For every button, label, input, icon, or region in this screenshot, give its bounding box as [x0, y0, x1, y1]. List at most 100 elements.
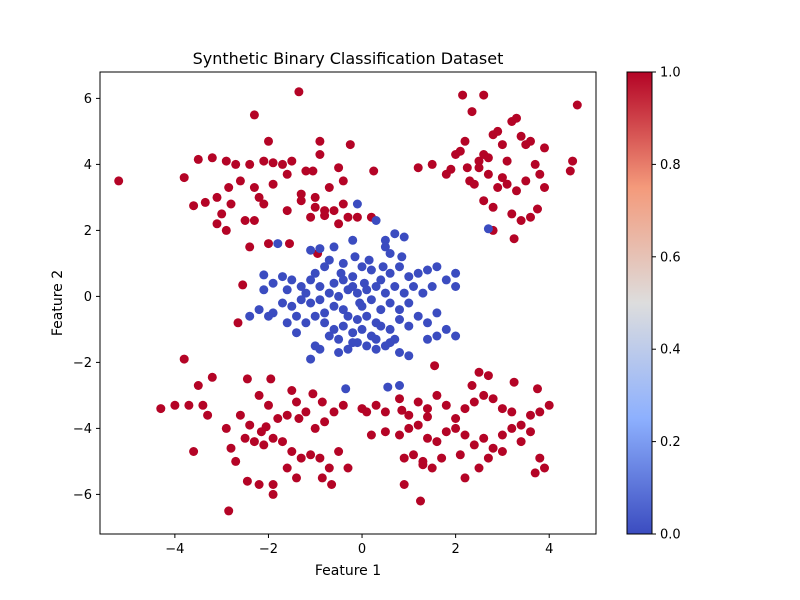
point-class-1	[516, 131, 526, 141]
point-class-0	[292, 311, 301, 321]
point-class-1	[235, 176, 245, 186]
point-class-1	[254, 480, 264, 489]
point-class-1	[224, 506, 234, 516]
point-class-1	[418, 456, 428, 466]
point-class-1	[296, 453, 306, 463]
point-class-0	[287, 301, 297, 311]
point-class-1	[458, 90, 468, 100]
point-class-1	[245, 242, 255, 252]
point-class-1	[502, 156, 512, 166]
point-class-1	[455, 146, 465, 156]
point-class-1	[399, 453, 409, 463]
point-class-1	[334, 219, 344, 229]
point-class-1	[474, 367, 484, 377]
point-class-1	[502, 179, 512, 189]
point-class-1	[479, 390, 489, 400]
point-class-1	[327, 480, 337, 489]
point-class-0	[404, 351, 414, 361]
point-class-1	[512, 186, 521, 196]
point-class-1	[231, 159, 241, 169]
point-class-1	[530, 468, 540, 478]
point-class-0	[395, 262, 404, 272]
point-class-0	[334, 348, 344, 357]
point-class-1	[462, 163, 472, 173]
point-class-0	[404, 321, 414, 331]
point-class-0	[357, 262, 367, 272]
point-class-1	[292, 397, 301, 407]
point-class-0	[315, 344, 325, 354]
point-class-1	[497, 430, 507, 440]
point-class-1	[521, 176, 531, 186]
y-tick-label: −4	[73, 422, 92, 437]
point-class-0	[259, 270, 269, 280]
point-class-1	[240, 433, 250, 443]
point-class-0	[418, 288, 428, 298]
point-class-0	[423, 334, 432, 344]
point-class-1	[460, 136, 470, 146]
point-class-0	[371, 282, 381, 291]
point-class-1	[540, 143, 549, 153]
point-class-0	[306, 298, 316, 308]
point-class-1	[544, 400, 554, 410]
point-class-1	[207, 153, 217, 163]
point-class-1	[493, 126, 503, 136]
point-class-1	[488, 394, 498, 404]
point-class-0	[282, 318, 292, 328]
point-class-1	[259, 199, 269, 209]
point-class-0	[483, 224, 493, 234]
point-class-1	[460, 473, 470, 483]
point-class-0	[273, 239, 283, 249]
point-class-1	[416, 496, 425, 506]
point-class-1	[264, 239, 273, 249]
colorbar-gradient	[626, 71, 653, 535]
point-class-1	[380, 427, 390, 437]
point-class-1	[320, 211, 330, 221]
x-tick-label: 2	[451, 542, 459, 557]
y-axis-ticks: −6 −4 −2 0 2 4 6	[73, 92, 100, 503]
point-class-0	[324, 255, 334, 265]
point-class-1	[329, 206, 339, 216]
point-class-0	[301, 288, 311, 298]
point-class-1	[345, 140, 355, 150]
point-class-0	[451, 331, 461, 341]
point-class-0	[441, 324, 451, 334]
point-class-1	[170, 400, 180, 410]
point-class-0	[385, 324, 395, 334]
point-class-0	[254, 305, 264, 315]
point-class-1	[441, 400, 451, 410]
point-class-1	[338, 400, 348, 410]
colorbar-ticks: 0.0 0.2 0.4 0.6 0.8 1.0	[652, 66, 681, 543]
point-class-1	[179, 173, 189, 183]
point-class-1	[296, 196, 306, 206]
point-class-0	[278, 272, 287, 282]
point-class-1	[409, 450, 418, 460]
point-class-1	[474, 463, 484, 473]
point-class-0	[336, 268, 346, 278]
point-class-1	[423, 412, 432, 422]
point-class-1	[362, 407, 372, 417]
point-class-0	[409, 282, 418, 291]
point-class-0	[378, 262, 388, 272]
point-class-1	[469, 397, 479, 407]
point-class-1	[278, 159, 287, 169]
point-class-1	[268, 480, 278, 489]
point-class-0	[380, 235, 390, 245]
point-class-0	[404, 298, 414, 308]
point-class-0	[343, 344, 353, 354]
point-class-0	[334, 334, 344, 344]
point-class-0	[380, 288, 390, 298]
point-class-1	[483, 169, 493, 179]
point-class-1	[268, 158, 278, 168]
point-class-1	[413, 163, 423, 173]
point-class-1	[540, 463, 549, 473]
point-class-1	[526, 212, 535, 222]
point-class-1	[395, 430, 404, 440]
point-class-1	[526, 427, 535, 437]
point-class-0	[320, 318, 330, 328]
point-class-0	[320, 308, 330, 318]
point-class-1	[207, 372, 217, 382]
point-class-1	[156, 404, 166, 414]
y-tick-label: −6	[73, 488, 92, 503]
point-class-0	[315, 282, 325, 291]
point-class-1	[572, 100, 582, 110]
